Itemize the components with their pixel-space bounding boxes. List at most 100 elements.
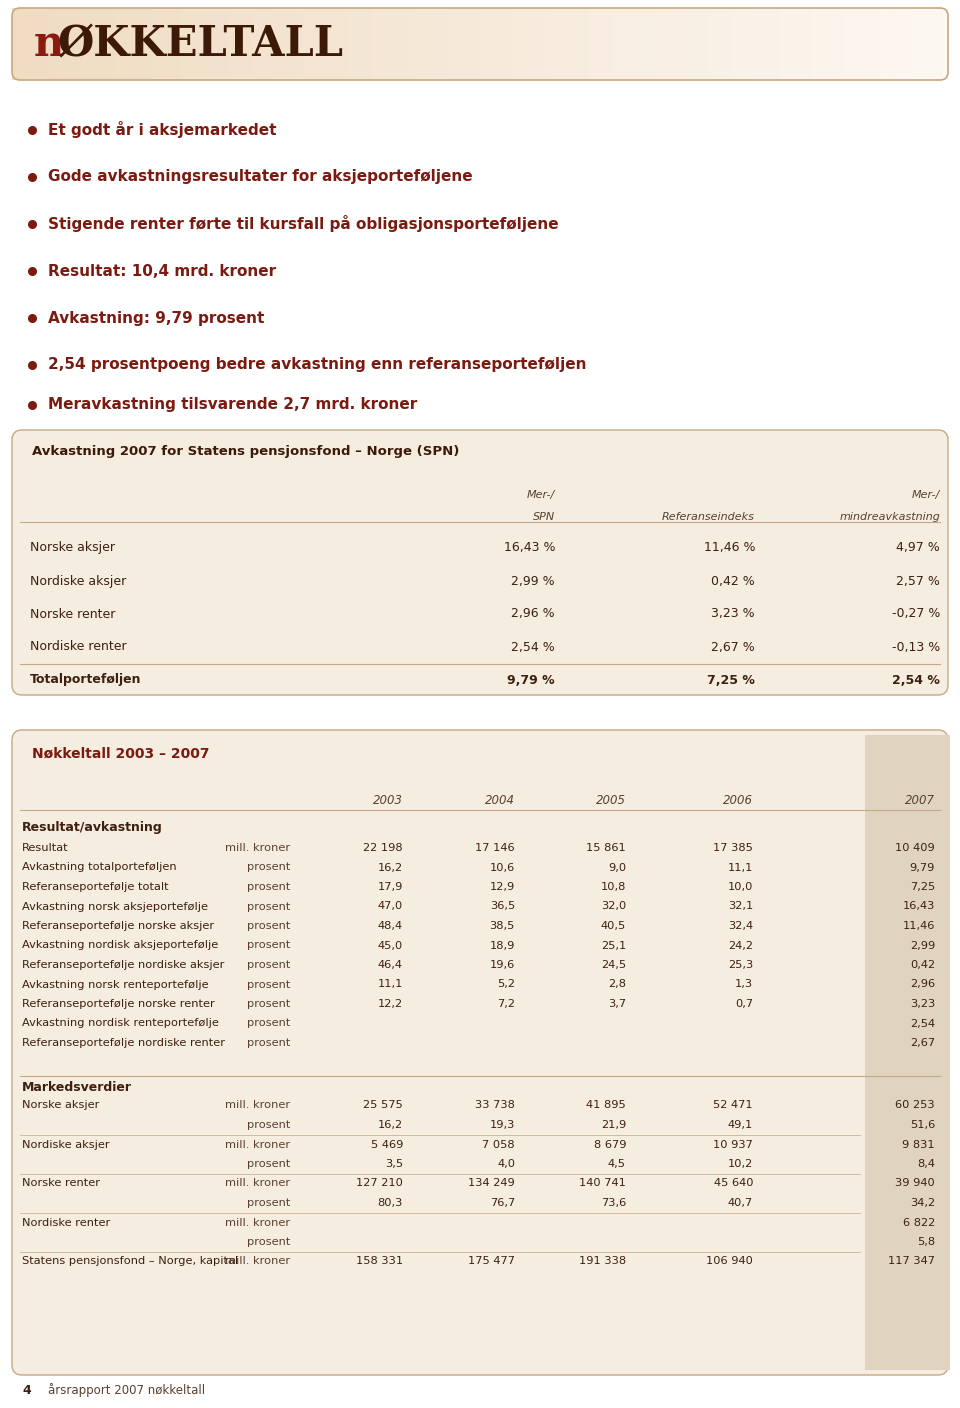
Text: 127 210: 127 210 (356, 1178, 403, 1188)
Text: 9,79 %: 9,79 % (508, 673, 555, 687)
FancyBboxPatch shape (12, 429, 948, 696)
Text: 17 385: 17 385 (713, 843, 753, 853)
Text: 3,23: 3,23 (910, 1000, 935, 1010)
Text: 7 058: 7 058 (482, 1139, 515, 1149)
Text: 52 471: 52 471 (713, 1101, 753, 1111)
Text: 0,42: 0,42 (910, 960, 935, 970)
Text: mill. kroner: mill. kroner (225, 1178, 290, 1188)
Text: 5,2: 5,2 (497, 980, 515, 990)
Text: Avkastning: 9,79 prosent: Avkastning: 9,79 prosent (48, 311, 264, 325)
Text: Norske aksjer: Norske aksjer (30, 542, 115, 555)
Text: 4,0: 4,0 (497, 1159, 515, 1169)
Text: Norske aksjer: Norske aksjer (22, 1101, 100, 1111)
Text: 24,2: 24,2 (728, 941, 753, 950)
Text: 2,96: 2,96 (910, 980, 935, 990)
Text: Avkastning nordisk aksjeportefølje: Avkastning nordisk aksjeportefølje (22, 941, 218, 950)
Text: prosent: prosent (247, 863, 290, 873)
Text: 22 198: 22 198 (364, 843, 403, 853)
Text: mill. kroner: mill. kroner (225, 1139, 290, 1149)
Text: 11,46 %: 11,46 % (704, 542, 755, 555)
Text: 2005: 2005 (596, 794, 626, 807)
Text: 10,6: 10,6 (490, 863, 515, 873)
Text: -0,27 %: -0,27 % (892, 607, 940, 621)
Text: prosent: prosent (247, 1238, 290, 1247)
Text: 47,0: 47,0 (377, 901, 403, 911)
Text: 39 940: 39 940 (896, 1178, 935, 1188)
Bar (865, 735, 950, 1370)
Text: 140 741: 140 741 (579, 1178, 626, 1188)
Text: 10,0: 10,0 (728, 881, 753, 893)
Text: 16,2: 16,2 (378, 863, 403, 873)
Text: 18,9: 18,9 (490, 941, 515, 950)
Text: 11,46: 11,46 (902, 921, 935, 931)
Text: prosent: prosent (247, 960, 290, 970)
Text: Avkastning norsk aksjeportefølje: Avkastning norsk aksjeportefølje (22, 901, 208, 911)
Text: 117 347: 117 347 (888, 1256, 935, 1267)
Text: prosent: prosent (247, 1038, 290, 1048)
Text: Referanseindeks: Referanseindeks (662, 513, 755, 522)
Text: 11,1: 11,1 (377, 980, 403, 990)
Text: Referanseportefølje nordiske renter: Referanseportefølje nordiske renter (22, 1038, 225, 1048)
Text: ØKKELTALL: ØKKELTALL (58, 23, 344, 65)
Text: Meravkastning tilsvarende 2,7 mrd. kroner: Meravkastning tilsvarende 2,7 mrd. krone… (48, 397, 418, 413)
Text: 2003: 2003 (373, 794, 403, 807)
Text: -0,13 %: -0,13 % (892, 641, 940, 653)
Text: Norske renter: Norske renter (22, 1178, 100, 1188)
Text: 7,2: 7,2 (497, 1000, 515, 1010)
Text: Markedsverdier: Markedsverdier (22, 1081, 132, 1094)
Text: mill. kroner: mill. kroner (225, 1218, 290, 1228)
Text: 60 253: 60 253 (896, 1101, 935, 1111)
Text: 2007: 2007 (905, 794, 935, 807)
Text: 7,25 %: 7,25 % (708, 673, 755, 687)
Text: 3,7: 3,7 (608, 1000, 626, 1010)
Text: 24,5: 24,5 (601, 960, 626, 970)
Text: 10,2: 10,2 (728, 1159, 753, 1169)
Text: 2,99 %: 2,99 % (512, 574, 555, 587)
Text: Referanseportefølje nordiske aksjer: Referanseportefølje nordiske aksjer (22, 960, 225, 970)
Text: Stigende renter førte til kursfall på obligasjonsporteføljene: Stigende renter førte til kursfall på ob… (48, 215, 559, 232)
Text: 5 469: 5 469 (371, 1139, 403, 1149)
Text: 2,96 %: 2,96 % (512, 607, 555, 621)
Text: Referanseportefølje norske aksjer: Referanseportefølje norske aksjer (22, 921, 214, 931)
Text: 45 640: 45 640 (713, 1178, 753, 1188)
Text: Nordiske renter: Nordiske renter (22, 1218, 110, 1228)
Text: 73,6: 73,6 (601, 1198, 626, 1208)
Text: 32,0: 32,0 (601, 901, 626, 911)
Text: 10 409: 10 409 (896, 843, 935, 853)
Text: årsrapport 2007 nøkkeltall: årsrapport 2007 nøkkeltall (48, 1383, 205, 1397)
Text: prosent: prosent (247, 941, 290, 950)
Text: Avkastning 2007 for Statens pensjonsfond – Norge (SPN): Avkastning 2007 for Statens pensjonsfond… (32, 445, 460, 459)
Text: Totalporteføljen: Totalporteføljen (30, 673, 141, 687)
Text: 134 249: 134 249 (468, 1178, 515, 1188)
Text: prosent: prosent (247, 1198, 290, 1208)
Text: 2,54 %: 2,54 % (892, 673, 940, 687)
Text: mill. kroner: mill. kroner (225, 1101, 290, 1111)
Text: Resultat/avkastning: Resultat/avkastning (22, 821, 163, 835)
Text: 17,9: 17,9 (377, 881, 403, 893)
Text: 33 738: 33 738 (475, 1101, 515, 1111)
Text: Nordiske renter: Nordiske renter (30, 641, 127, 653)
Text: 5,8: 5,8 (917, 1238, 935, 1247)
Text: 38,5: 38,5 (490, 921, 515, 931)
Text: 48,4: 48,4 (378, 921, 403, 931)
Text: prosent: prosent (247, 921, 290, 931)
Text: 76,7: 76,7 (490, 1198, 515, 1208)
Text: 12,2: 12,2 (378, 1000, 403, 1010)
Text: mill. kroner: mill. kroner (225, 843, 290, 853)
Text: Referanseportefølje norske renter: Referanseportefølje norske renter (22, 1000, 215, 1010)
Text: Nordiske aksjer: Nordiske aksjer (22, 1139, 109, 1149)
Text: 21,9: 21,9 (601, 1119, 626, 1131)
Text: 25,1: 25,1 (601, 941, 626, 950)
Text: 8,4: 8,4 (917, 1159, 935, 1169)
Text: Avkastning norsk renteportefølje: Avkastning norsk renteportefølje (22, 980, 208, 990)
Text: Nøkkeltall 2003 – 2007: Nøkkeltall 2003 – 2007 (32, 748, 209, 760)
Text: 15 861: 15 861 (587, 843, 626, 853)
Text: 25 575: 25 575 (363, 1101, 403, 1111)
Text: 49,1: 49,1 (728, 1119, 753, 1131)
Text: Resultat: 10,4 mrd. kroner: Resultat: 10,4 mrd. kroner (48, 263, 276, 279)
Text: 40,5: 40,5 (601, 921, 626, 931)
Text: 16,43 %: 16,43 % (503, 542, 555, 555)
Text: 2,57 %: 2,57 % (896, 574, 940, 587)
Text: mill. kroner: mill. kroner (225, 1256, 290, 1267)
Text: Norske renter: Norske renter (30, 607, 115, 621)
